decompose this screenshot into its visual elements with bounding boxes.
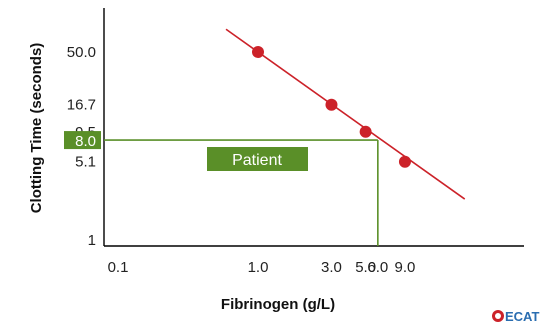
y-tick-label: 16.7 (67, 97, 96, 114)
x-tick-label: 3.0 (321, 259, 342, 276)
ecat-logo: ECAT (492, 309, 539, 324)
y-axis-title: Clotting Time (seconds) (28, 43, 45, 214)
y-tick-label: 5.1 (75, 154, 96, 171)
data-point-1 (252, 46, 264, 58)
ecat-logo-icon-inner (495, 313, 501, 319)
data-point-3 (360, 126, 372, 138)
x-tick-label: 9.0 (395, 259, 416, 276)
x-tick-label: 6.0 (367, 259, 388, 276)
data-point-4 (399, 156, 411, 168)
plot-area: 0.11.03.05.06.09.015.19.516.750.08.0Pati… (64, 8, 524, 276)
y-tick-label: 1 (88, 232, 96, 249)
patient-label: Patient (232, 152, 282, 169)
y-tick-label: 50.0 (67, 44, 96, 61)
x-tick-label: 1.0 (248, 259, 269, 276)
ecat-logo-text: ECAT (505, 309, 539, 324)
data-point-2 (325, 99, 337, 111)
patient-y-tick-label: 8.0 (75, 133, 96, 150)
x-axis-title: Fibrinogen (g/L) (221, 296, 335, 313)
x-tick-label: 0.1 (108, 259, 129, 276)
